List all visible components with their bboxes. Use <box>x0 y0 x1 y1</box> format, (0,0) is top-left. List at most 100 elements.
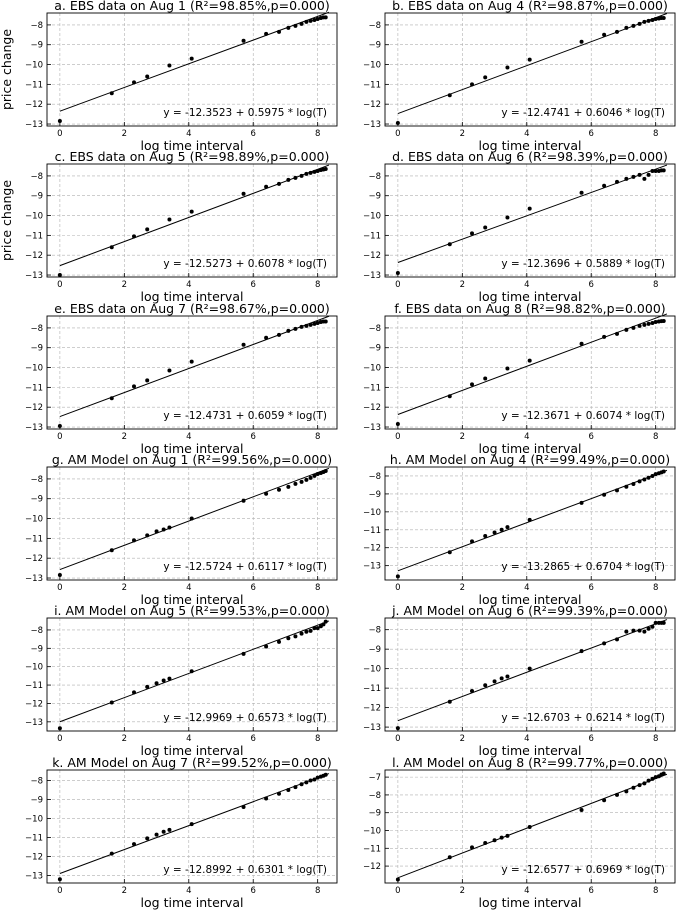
data-point <box>579 39 584 44</box>
chart-panel-f: 0 2 4 6 8 −13 −12 −11 −10 −9 −8 f. EBS data on Aug … <box>363 301 676 456</box>
y-tick-label: −12 <box>363 704 381 714</box>
data-point <box>492 679 497 684</box>
y-tick-label: −10 <box>363 508 381 518</box>
y-tick-label: −11 <box>363 844 381 854</box>
x-tick-label: 6 <box>589 280 594 290</box>
data-point <box>470 845 474 850</box>
data-point <box>395 877 400 882</box>
y-tick-label: −11 <box>25 681 43 691</box>
data-point <box>615 488 619 493</box>
x-tick-label: 0 <box>57 886 62 896</box>
data-point <box>304 477 309 482</box>
data-point <box>293 634 298 639</box>
x-tick-label: 4 <box>524 280 529 290</box>
x-tick-label: 4 <box>186 583 191 593</box>
data-point <box>312 17 317 22</box>
data-point <box>615 179 619 184</box>
y-tick-label: −8 <box>30 21 43 31</box>
x-axis-label: log time interval <box>141 895 244 910</box>
x-axis-label: log time interval <box>479 592 582 607</box>
data-point <box>189 516 194 521</box>
y-tick-label: −9 <box>368 41 381 51</box>
data-point <box>304 323 309 328</box>
data-point <box>646 172 651 177</box>
data-point <box>57 273 62 278</box>
data-point <box>323 319 328 324</box>
data-point <box>646 18 651 23</box>
data-point <box>505 215 510 220</box>
data-point <box>264 796 269 801</box>
data-point <box>109 91 114 96</box>
data-point <box>483 683 488 688</box>
x-tick-label: 0 <box>395 734 400 744</box>
data-point <box>527 666 532 671</box>
data-point <box>264 31 269 36</box>
x-tick-label: 0 <box>57 734 62 744</box>
plot-frame <box>384 163 676 278</box>
data-point <box>470 689 474 694</box>
chart-title: l. AM Model on Aug 8 (R²=99.77%,p=0.000) <box>392 755 668 770</box>
chart-title: j. AM Model on Aug 6 (R²=99.39%,p=0.000) <box>391 603 668 618</box>
y-tick-label: −11 <box>363 383 381 393</box>
regression-line <box>397 619 668 722</box>
x-axis-label: log time interval <box>479 289 582 304</box>
data-point <box>321 622 326 627</box>
y-tick-label: −12 <box>363 100 381 110</box>
data-point <box>57 119 62 124</box>
data-point <box>167 827 172 832</box>
data-point <box>637 21 642 26</box>
data-point <box>499 835 504 840</box>
plot-frame <box>46 466 338 581</box>
data-point <box>499 527 504 532</box>
y-tick-label: −8 <box>368 172 381 182</box>
data-point <box>304 629 309 634</box>
data-point <box>642 176 647 181</box>
x-tick-label: 2 <box>460 432 465 442</box>
chart-title: k. AM Model on Aug 7 (R²=99.52%,p=0.000) <box>52 755 332 770</box>
y-tick-label: −10 <box>363 827 381 837</box>
data-point <box>315 16 320 21</box>
data-point <box>286 636 291 641</box>
y-tick-label: −10 <box>363 212 381 222</box>
data-point <box>631 628 636 633</box>
data-point <box>189 359 194 364</box>
data-point <box>624 789 629 794</box>
y-tick-label: −10 <box>363 364 381 374</box>
data-point <box>241 498 246 503</box>
data-point <box>631 23 636 28</box>
y-tick-label: −11 <box>25 534 43 544</box>
data-point <box>277 181 281 186</box>
data-point <box>189 669 194 674</box>
data-point <box>650 624 655 629</box>
y-tick-label: −9 <box>30 192 43 202</box>
y-tick-label: −8 <box>30 172 43 182</box>
x-tick-label: 8 <box>315 734 320 744</box>
data-point <box>167 676 172 681</box>
y-tick-label: −10 <box>25 515 43 525</box>
y-tick-label: −9 <box>368 344 381 354</box>
x-tick-label: 6 <box>251 280 256 290</box>
x-tick-label: 6 <box>589 432 594 442</box>
data-point <box>631 325 636 330</box>
y-tick-label: −9 <box>30 344 43 354</box>
y-tick-label: −12 <box>25 251 43 261</box>
data-point <box>315 168 320 173</box>
regression-line <box>59 773 330 874</box>
data-point <box>624 176 629 181</box>
chart-panel-j: 0 2 4 6 8 −13 −12 −11 −10 −9 −8 j. AM Model on Aug … <box>363 603 676 758</box>
plot-frame <box>46 769 338 884</box>
plot-frame <box>46 163 338 278</box>
data-point <box>637 628 642 633</box>
regression-line <box>397 469 668 572</box>
data-point <box>527 206 532 211</box>
y-tick-label: −8 <box>30 324 43 334</box>
data-point <box>323 772 328 777</box>
y-tick-label: −9 <box>30 495 43 505</box>
data-point <box>264 335 269 340</box>
equation-label: y = -12.5724 + 0.6117 * log(T) <box>163 561 327 573</box>
data-point <box>109 851 114 856</box>
data-point <box>323 15 328 20</box>
data-point <box>661 620 666 625</box>
data-point <box>286 25 291 30</box>
data-point <box>653 620 658 625</box>
